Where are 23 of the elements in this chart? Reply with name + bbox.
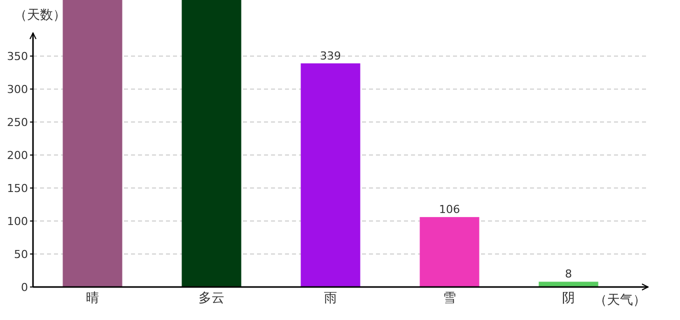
y-tick-label: 150 <box>7 182 28 196</box>
y-axis-title: （天数） <box>14 8 66 23</box>
y-tick-label: 200 <box>7 149 28 162</box>
y-tick-label: 250 <box>7 116 28 130</box>
bar <box>300 63 360 287</box>
x-tick-label: 雨 <box>324 291 337 306</box>
data-label: 339 <box>320 49 341 62</box>
x-tick-label: 雪 <box>443 291 456 306</box>
y-tick-label: 350 <box>7 50 28 64</box>
bar <box>538 282 598 287</box>
data-label: 106 <box>439 203 460 216</box>
y-tick-label: 50 <box>14 248 28 262</box>
x-tick-label: 晴 <box>86 291 99 306</box>
bar <box>420 217 480 287</box>
x-axis-title: （天气） <box>594 293 646 308</box>
x-tick-label: 多云 <box>198 291 224 306</box>
y-tick-label: 300 <box>7 83 28 96</box>
bar <box>62 0 122 287</box>
data-label: 8 <box>565 268 572 281</box>
bar <box>182 0 242 287</box>
y-tick-label: 100 <box>7 215 28 228</box>
x-tick-label: 阴 <box>562 291 575 306</box>
y-tick-label: 0 <box>21 281 28 294</box>
